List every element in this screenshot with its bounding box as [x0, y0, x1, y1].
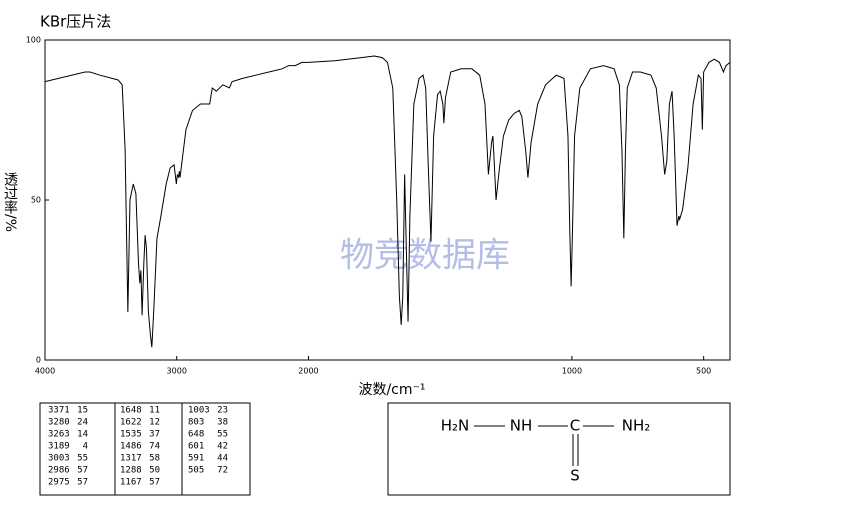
peak-wavenumber: 3280 [48, 418, 70, 428]
peak-transmittance: 55 [77, 454, 88, 464]
peak-wavenumber: 1648 [120, 406, 142, 416]
peak-transmittance: 44 [217, 454, 228, 464]
peak-wavenumber: 803 [188, 418, 204, 428]
peak-wavenumber: 3263 [48, 430, 70, 440]
peak-transmittance: 58 [149, 454, 160, 464]
peak-transmittance: 55 [217, 430, 228, 440]
peak-wavenumber: 3371 [48, 406, 70, 416]
peak-transmittance: 24 [77, 418, 88, 428]
atom-label: NH₂ [622, 417, 651, 435]
peak-wavenumber: 601 [188, 442, 204, 452]
chart-title: KBr压片法 [40, 13, 111, 31]
spectrum-line [44, 55, 731, 348]
peak-transmittance: 57 [149, 478, 160, 488]
x-axis-label: 波数/cm⁻¹ [358, 382, 425, 398]
peak-wavenumber: 2986 [48, 466, 70, 476]
atom-label: NH [510, 417, 533, 435]
peak-wavenumber: 1622 [120, 418, 142, 428]
peak-wavenumber: 1535 [120, 430, 142, 440]
peak-wavenumber: 3003 [48, 454, 70, 464]
peak-wavenumber: 1167 [120, 478, 142, 488]
peak-transmittance: 23 [217, 406, 228, 416]
peak-transmittance: 57 [77, 466, 88, 476]
y-tick-label: 0 [36, 356, 41, 365]
y-axis-label: 透过率/% [2, 172, 18, 232]
peak-transmittance: 14 [77, 430, 88, 440]
peak-transmittance: 57 [77, 478, 88, 488]
peak-transmittance: 50 [149, 466, 160, 476]
peak-transmittance: 38 [217, 418, 228, 428]
y-tick-label: 100 [26, 36, 41, 45]
atom-label: H₂N [441, 417, 470, 435]
peak-wavenumber: 1486 [120, 442, 142, 452]
peak-table-frame [39, 402, 251, 496]
peak-transmittance: 37 [149, 430, 160, 440]
peak-transmittance: 42 [217, 442, 228, 452]
watermark: 物竞数据库 [340, 236, 510, 276]
peak-wavenumber: 3189 [48, 442, 70, 452]
peak-wavenumber: 505 [188, 466, 204, 476]
peak-wavenumber: 591 [188, 454, 204, 464]
peak-wavenumber: 2975 [48, 478, 70, 488]
atom-label: S [570, 467, 580, 485]
peak-transmittance: 72 [217, 466, 228, 476]
peak-transmittance: 15 [77, 406, 88, 416]
peak-wavenumber: 1288 [120, 466, 142, 476]
atom-label: C [570, 417, 580, 435]
x-tick-label: 2000 [298, 367, 318, 376]
x-tick-label: 4000 [35, 367, 55, 376]
peak-transmittance: 12 [149, 418, 160, 428]
x-tick-label: 500 [696, 367, 711, 376]
structure-frame [387, 402, 731, 496]
peak-wavenumber: 1317 [120, 454, 142, 464]
x-tick-label: 1000 [562, 367, 582, 376]
peak-transmittance: 74 [149, 442, 160, 452]
x-tick-label: 3000 [167, 367, 187, 376]
y-tick-label: 50 [31, 196, 41, 205]
peak-wavenumber: 1003 [188, 406, 210, 416]
peak-wavenumber: 648 [188, 430, 204, 440]
peak-transmittance: 4 [83, 442, 88, 452]
peak-transmittance: 11 [149, 406, 160, 416]
